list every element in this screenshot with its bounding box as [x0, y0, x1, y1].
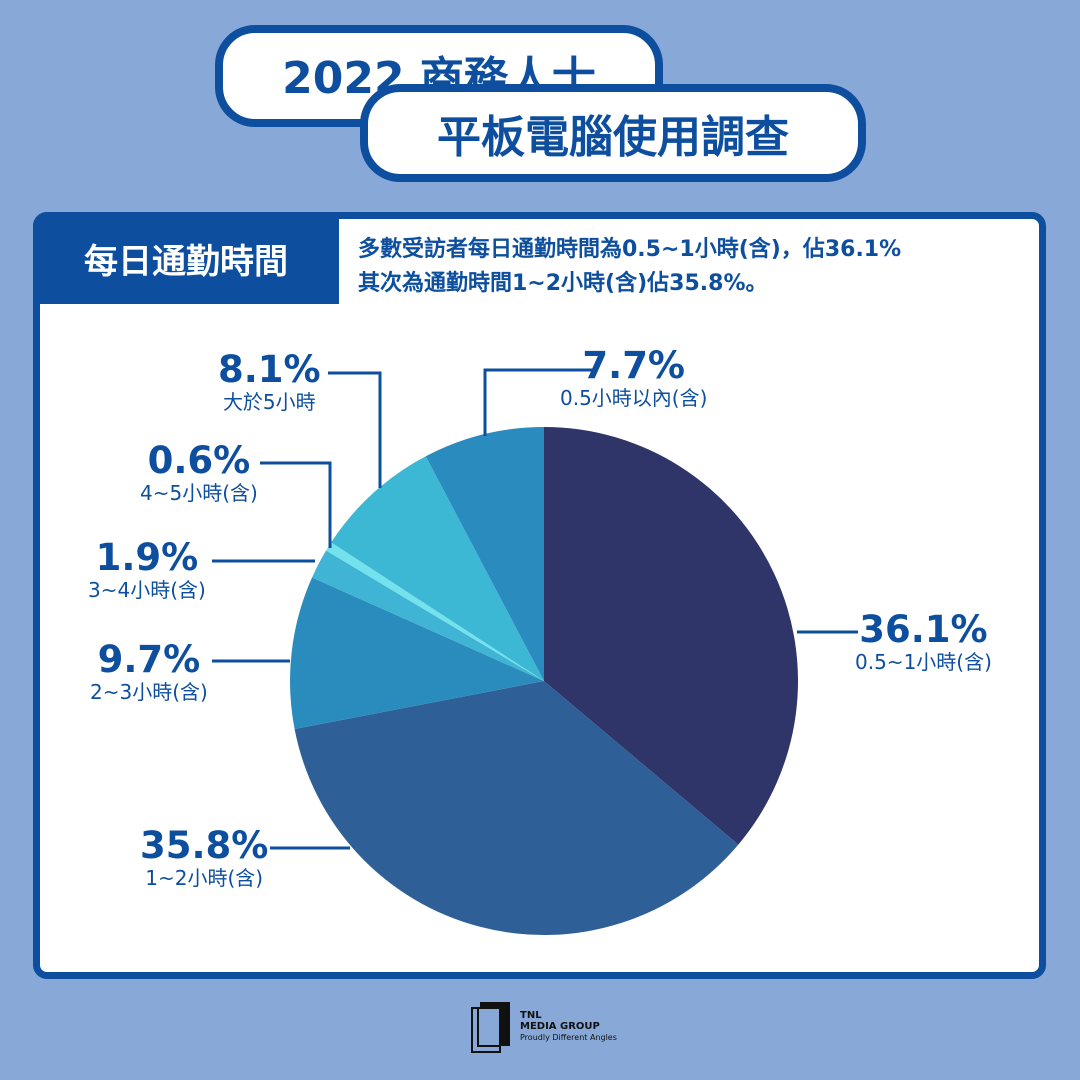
- pie-slice-1.9%: [312, 550, 544, 681]
- pie-slice-35.8%: [294, 681, 739, 936]
- value-label: 1.9%: [95, 536, 199, 579]
- title-line-2: 平板電腦使用調查: [437, 112, 789, 163]
- pie-slice-0.6%: [326, 542, 544, 681]
- leader-7.7: [483, 368, 598, 436]
- category-label: 0.5~1小時(含): [855, 650, 992, 674]
- category-label: 3~4小時(含): [88, 578, 206, 602]
- value-label: 36.1%: [859, 608, 988, 651]
- leader-0.6: [260, 461, 332, 548]
- value-label: 0.6%: [147, 439, 251, 482]
- value-label: 35.8%: [140, 824, 269, 867]
- pie-slice-7.7%: [425, 427, 544, 681]
- logo-line-1: TNL: [520, 1010, 542, 1021]
- label-over-5h: 8.1% 大於5小時: [218, 348, 321, 415]
- label-2-3h: 9.7% 2~3小時(含): [90, 638, 208, 705]
- desc-line-1: 多數受訪者每日通勤時間為0.5~1小時(含)，佔36.1%: [358, 237, 902, 262]
- pie-slice-36.1%: [544, 427, 798, 845]
- section-description: 多數受訪者每日通勤時間為0.5~1小時(含)，佔36.1% 其次為通勤時間1~2…: [358, 233, 901, 301]
- label-3-4h: 1.9% 3~4小時(含): [88, 536, 206, 603]
- value-label: 7.7%: [582, 344, 686, 387]
- category-label: 1~2小時(含): [145, 866, 264, 890]
- logo-mark-icon: [471, 1002, 510, 1053]
- desc-line-2: 其次為通勤時間1~2小時(含)佔35.8%。: [358, 271, 768, 296]
- logo-tagline: Proudly Different Angles: [520, 1033, 617, 1042]
- label-0.5-1h: 36.1% 0.5~1小時(含): [855, 608, 992, 675]
- category-label: 0.5小時以內(含): [560, 386, 708, 410]
- label-4-5h: 0.6% 4~5小時(含): [140, 439, 258, 506]
- value-label: 8.1%: [218, 348, 321, 391]
- category-label: 4~5小時(含): [140, 481, 258, 505]
- section-tag: 每日通勤時間: [33, 212, 339, 304]
- tnl-logo: TNL MEDIA GROUP Proudly Different Angles: [470, 1000, 617, 1054]
- label-under-0.5h: 7.7% 0.5小時以內(含): [560, 344, 708, 411]
- label-1-2h: 35.8% 1~2小時(含): [140, 824, 269, 891]
- category-label: 大於5小時: [222, 390, 316, 414]
- title-bubble-2: 平板電腦使用調查: [360, 84, 866, 182]
- value-label: 9.7%: [97, 638, 201, 681]
- leader-8.1: [328, 371, 382, 488]
- pie-slice-9.7%: [290, 577, 544, 730]
- logo-line-2: MEDIA GROUP: [520, 1021, 600, 1032]
- pie-slice-8.1%: [331, 456, 544, 681]
- leader-lines: [212, 368, 858, 850]
- category-label: 2~3小時(含): [90, 680, 208, 704]
